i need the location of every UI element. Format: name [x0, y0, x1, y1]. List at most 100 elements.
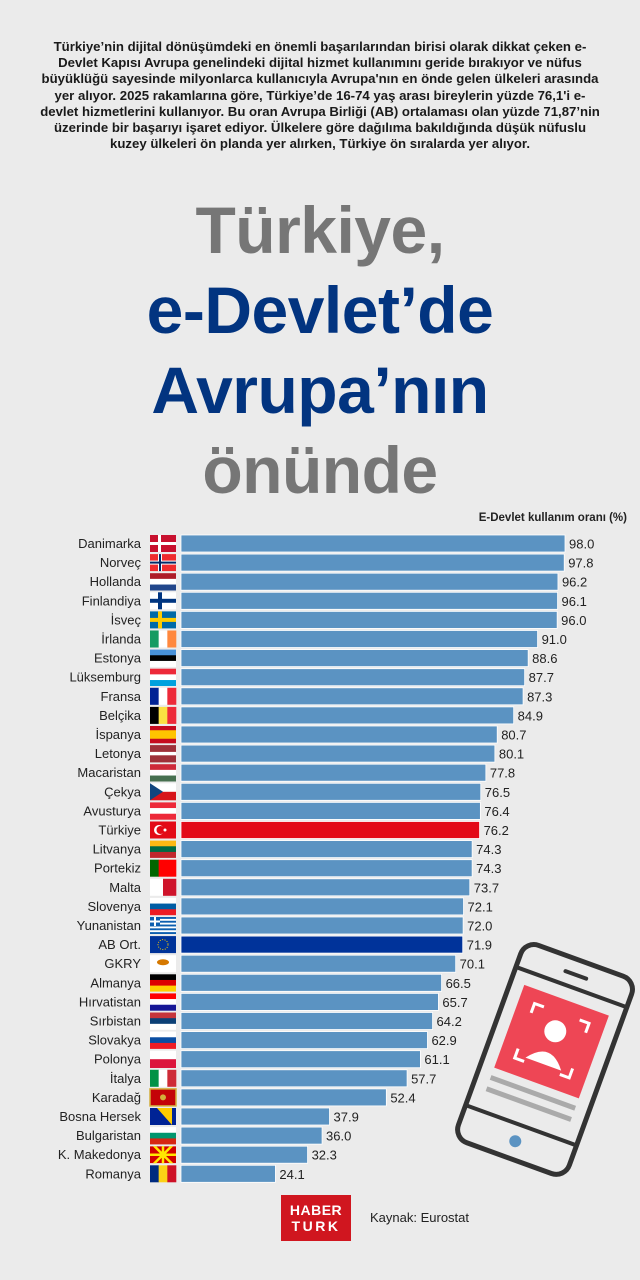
value-label: 72.1: [468, 899, 493, 914]
bar-i-rlanda: [180, 630, 538, 648]
value-label: 24.1: [279, 1167, 304, 1182]
bar-litvanya: [180, 840, 473, 858]
logo-line-1: HABER: [289, 1202, 343, 1218]
value-label: 98.0: [569, 537, 594, 552]
flag-icon-macaristan: [150, 764, 176, 782]
flag-icon-slovenya: [150, 897, 176, 916]
flag-icon-hollanda: [150, 573, 176, 591]
bar-estonya: [180, 649, 529, 667]
bar-fransa: [180, 687, 524, 706]
flag-icon-polonya: [150, 1050, 176, 1068]
bar-t-rkiye: [180, 821, 480, 839]
value-label: 80.1: [499, 747, 524, 762]
flag-icon-t-rkiye: [150, 821, 176, 839]
flag-icon-estonya: [150, 649, 176, 667]
category-label: Bosna Hersek: [59, 1109, 141, 1124]
category-label: İsveç: [111, 612, 142, 627]
category-label: Malta: [109, 880, 142, 895]
bar-malta: [180, 878, 471, 897]
bar-bel-ika: [180, 706, 515, 725]
category-label: Slovenya: [88, 899, 142, 914]
value-label: 76.2: [484, 823, 509, 838]
category-label: Macaristan: [77, 765, 141, 780]
bar-h-rvatistan: [180, 993, 439, 1011]
category-label: Türkiye: [98, 823, 141, 838]
source-label: Kaynak: Eurostat: [370, 1210, 469, 1225]
category-label: Lüksemburg: [69, 670, 141, 685]
value-label: 84.9: [518, 708, 543, 723]
profile-scan-icon: [494, 984, 609, 1099]
value-label: 96.0: [561, 613, 586, 628]
category-label: K. Makedonya: [58, 1147, 142, 1162]
bar-avusturya: [180, 802, 481, 820]
value-label: 76.4: [484, 804, 509, 819]
category-label: Çekya: [104, 784, 142, 799]
title-line-4: önünde: [202, 433, 438, 507]
bar-finlandiya: [180, 591, 558, 610]
flag-icon-almanya: [150, 974, 176, 992]
flag-icon-yunanistan: [150, 917, 176, 934]
bar-slovakya: [180, 1031, 428, 1049]
flag-icon-malta: [150, 878, 177, 896]
value-label: 70.1: [460, 957, 485, 972]
bar-ab-ort-: [180, 935, 464, 954]
category-label: İspanya: [95, 727, 141, 742]
bar-danimarka: [180, 534, 566, 553]
category-label: Sırbistan: [90, 1014, 141, 1029]
category-label: Litvanya: [93, 842, 142, 857]
flag-icon-bosna-hersek: [150, 1108, 176, 1125]
category-label: Karadağ: [92, 1090, 141, 1105]
bar-s-rbistan: [180, 1012, 433, 1030]
bar-i-sve-: [180, 611, 558, 629]
flag-icon-slovakya: [150, 1031, 176, 1049]
category-label: Portekiz: [94, 861, 141, 876]
category-label: Romanya: [85, 1166, 141, 1181]
flag-icon-s-rbistan: [150, 1012, 176, 1030]
flag-icon-bel-ika: [150, 706, 177, 724]
flag-icon-i-talya: [150, 1069, 177, 1087]
title-line-1: Türkiye,: [195, 193, 445, 267]
category-label: Almanya: [90, 975, 141, 990]
flag-icon-romanya: [150, 1165, 177, 1183]
flag-icon-litvanya: [150, 840, 176, 858]
value-label: 72.0: [467, 919, 492, 934]
value-label: 74.3: [476, 861, 501, 876]
value-label: 65.7: [442, 995, 467, 1010]
value-label: 64.2: [437, 1014, 462, 1029]
category-label: Hollanda: [90, 574, 142, 589]
category-label: Fransa: [101, 689, 142, 704]
bar-i-spanya: [180, 725, 498, 744]
bar-karada-: [180, 1088, 387, 1107]
value-label: 77.8: [490, 766, 515, 781]
value-label: 73.7: [474, 880, 499, 895]
value-label: 88.6: [532, 651, 557, 666]
value-label: 97.8: [568, 556, 593, 571]
flag-icon-i-spanya: [150, 726, 176, 744]
category-label: GKRY: [104, 956, 141, 971]
title-line-2: e-Devlet’de: [146, 273, 494, 347]
flag-icon-i-rlanda: [150, 630, 177, 648]
value-label: 32.3: [312, 1148, 337, 1163]
flag-icon-bulgaristan: [150, 1127, 176, 1145]
value-label: 37.9: [334, 1110, 359, 1125]
bar-norve-: [180, 553, 565, 572]
category-label: Avusturya: [83, 803, 141, 818]
category-label: Finlandiya: [82, 593, 142, 608]
bar-bulgaristan: [180, 1126, 323, 1145]
value-label: 61.1: [424, 1052, 449, 1067]
category-label: Slovakya: [88, 1033, 142, 1048]
category-label: Estonya: [94, 651, 142, 666]
logo-line-2: TURK: [291, 1218, 341, 1234]
intro-paragraph: Türkiye’nin dijital dönüşümdeki en öneml…: [40, 39, 600, 152]
category-label: Polonya: [94, 1052, 142, 1067]
value-label: 87.7: [529, 670, 554, 685]
bar-romanya: [180, 1164, 276, 1183]
flag-icon-gkry: [150, 955, 176, 973]
bar--ekya: [180, 782, 482, 801]
bar-macaristan: [180, 763, 487, 782]
value-label: 74.3: [476, 842, 501, 857]
flag-icon-norve-: [150, 554, 176, 572]
category-label: Hırvatistan: [79, 994, 141, 1009]
bar-slovenya: [180, 897, 464, 916]
value-label: 91.0: [542, 632, 567, 647]
